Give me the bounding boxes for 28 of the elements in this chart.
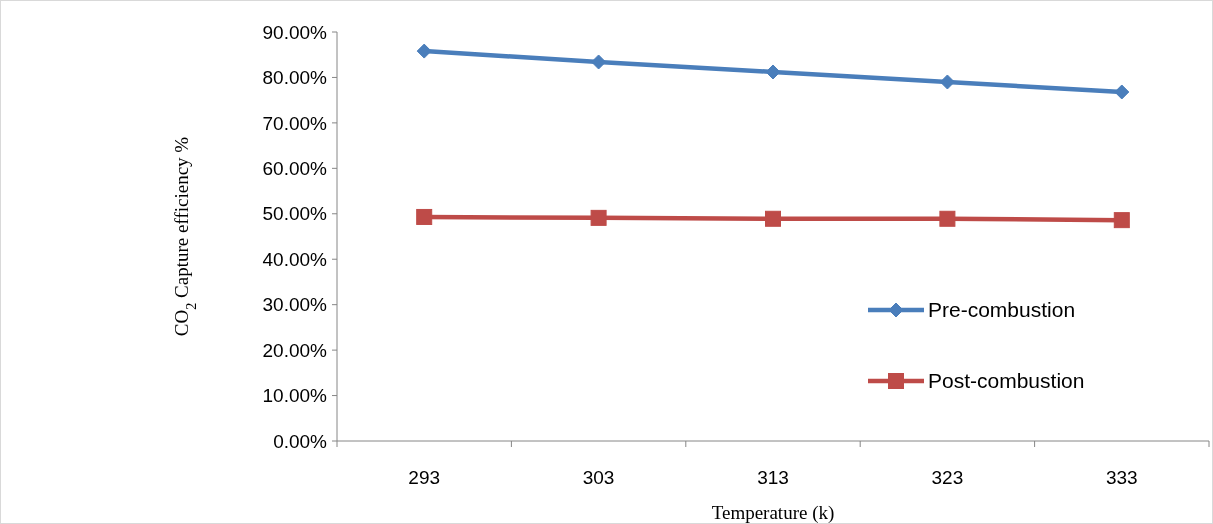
point [1113,212,1130,229]
y-tick-label: 90.00% [262,21,328,43]
x-tick-label: 313 [757,467,789,488]
x-tick-label: 293 [408,467,441,488]
point [590,209,607,226]
point [939,74,955,90]
x-tick-label: 303 [582,467,615,488]
legend-label: Post-combustion [928,369,1085,393]
point [416,208,433,225]
point [591,54,607,70]
y-tick-label: 30.00% [262,294,328,316]
point [765,210,781,227]
y-tick-label: 80.00% [262,67,328,89]
y-tick-label: 40.00% [262,248,328,270]
point [416,43,432,59]
y-tick-label: 20.00% [262,339,328,361]
y-tick-label: 70.00% [262,112,328,134]
x-axis-title: Temperature (k) [711,502,835,524]
y-tick-label: 0.00% [273,430,328,452]
y-tick-label: 10.00% [262,385,328,407]
y-tick-label: 60.00% [262,157,328,179]
x-tick-label: 323 [931,467,964,488]
point [765,64,781,80]
x-tick-label: 333 [1105,467,1138,488]
y-tick-label: 50.00% [262,203,328,225]
point [1114,84,1130,100]
legend-label: Pre-combustion [928,298,1076,322]
point [939,210,956,227]
